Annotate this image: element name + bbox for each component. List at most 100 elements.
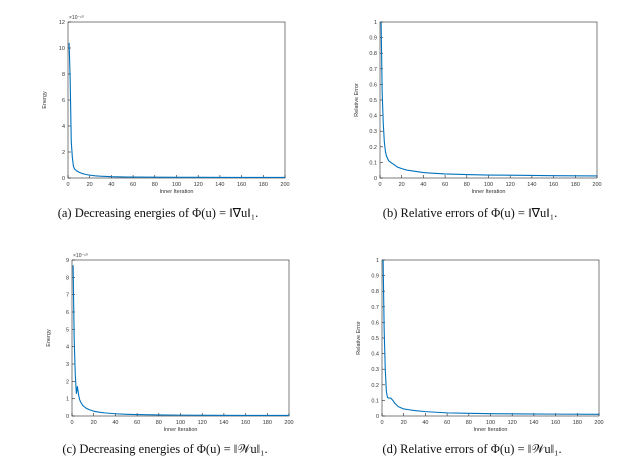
x-axis-label: Inner Iteration xyxy=(160,189,194,195)
x-tick-label: 140 xyxy=(529,420,538,426)
x-axis-label: Inner Iteration xyxy=(472,189,506,195)
y-tick-label: 5 xyxy=(66,327,69,333)
plot-frame xyxy=(71,259,290,417)
x-tick-label: 80 xyxy=(464,182,470,188)
y-axis-label: Energy xyxy=(42,91,48,109)
y-tick-label: 0.9 xyxy=(369,36,377,42)
x-tick-label: 200 xyxy=(280,182,289,188)
x-tick-label: 100 xyxy=(484,182,493,188)
x-tick-label: 100 xyxy=(486,420,495,426)
y-tick-label: 0.1 xyxy=(371,398,379,404)
x-tick-label: 200 xyxy=(592,182,601,188)
x-tick-label: 160 xyxy=(551,420,560,426)
y-tick-label: 1 xyxy=(66,397,69,403)
x-tick-label: 140 xyxy=(215,182,224,188)
x-tick-label: 160 xyxy=(237,182,246,188)
y-tick-label: 0 xyxy=(374,176,377,182)
y-tick-label: 0.8 xyxy=(369,51,377,57)
y-exponent-label: ×10⁻¹⁰ xyxy=(73,253,88,259)
y-tick-label: 0 xyxy=(376,414,379,420)
y-tick-label: 0.7 xyxy=(371,305,379,311)
y-tick-label: 1 xyxy=(376,258,379,264)
y-tick-label: 8 xyxy=(66,275,69,281)
x-tick-label: 180 xyxy=(573,420,582,426)
x-tick-label: 20 xyxy=(91,420,97,426)
y-axis-label: Energy xyxy=(46,329,52,347)
x-tick-label: 60 xyxy=(444,420,450,426)
x-tick-label: 0 xyxy=(380,420,383,426)
energy-chart-wavelet: 0 20 40 60 80 100 120 140 160 180 200 0 1 2 3 4 5 6 7 8 9 ×10… xyxy=(46,253,294,433)
x-tick-label: 40 xyxy=(108,182,114,188)
y-tick-label: 8 xyxy=(62,72,65,78)
caption-b: (b) Relative errors of Φ(u) = ‖∇u‖₁. xyxy=(382,206,558,220)
x-tick-label: 120 xyxy=(198,420,207,426)
y-tick-label: 6 xyxy=(62,98,65,104)
caption-d: (d) Relative errors of Φ(u) = ‖𝒲u‖₁. xyxy=(382,442,562,456)
y-tick-label: 2 xyxy=(62,150,65,156)
chart-panel-a: 0 20 40 60 80 100 120 140 160 180 200 0 2 4 6 8 10 12 ×10⁻… xyxy=(18,8,293,205)
y-tick-label: 0.3 xyxy=(371,367,379,373)
x-tick-label: 200 xyxy=(284,420,293,426)
caption-c: (c) Decreasing energies of Φ(u) = ‖𝒲u‖₁. xyxy=(62,442,268,456)
x-tick-label: 160 xyxy=(241,420,250,426)
x-tick-label: 40 xyxy=(420,182,426,188)
x-tick-label: 100 xyxy=(172,182,181,188)
y-tick-label: 0.5 xyxy=(369,98,377,104)
y-tick-label: 0.9 xyxy=(371,274,379,280)
series-line xyxy=(72,265,290,417)
x-tick-label: 60 xyxy=(130,182,136,188)
y-tick-label: 10 xyxy=(59,46,65,52)
x-tick-label: 0 xyxy=(66,182,69,188)
series-line xyxy=(380,21,598,177)
y-tick-label: 0 xyxy=(66,414,69,420)
relative-error-chart-wavelet: 0 20 40 60 80 100 120 140 160 180 200 0 0.1 0.2 0.3 0.4… xyxy=(356,258,604,433)
x-axis-label: Inner Iteration xyxy=(474,427,508,433)
x-tick-label: 160 xyxy=(549,182,558,188)
y-tick-label: 0.5 xyxy=(371,336,379,342)
y-tick-label: 6 xyxy=(66,310,69,316)
y-tick-label: 7 xyxy=(66,293,69,299)
y-tick-label: 0.2 xyxy=(371,383,379,389)
y-tick-label: 0.2 xyxy=(369,145,377,151)
x-tick-label: 60 xyxy=(442,182,448,188)
x-tick-label: 0 xyxy=(378,182,381,188)
x-tick-label: 0 xyxy=(70,420,73,426)
x-tick-label: 40 xyxy=(112,420,118,426)
y-tick-label: 0.8 xyxy=(371,289,379,295)
chart-panel-b: 0 20 40 60 80 100 120 140 160 180 200 0 0.1 0.2 0.3 0.4… xyxy=(330,8,605,205)
y-tick-label: 0.6 xyxy=(371,320,379,326)
x-tick-label: 140 xyxy=(527,182,536,188)
y-tick-label: 0.6 xyxy=(369,82,377,88)
x-tick-label: 180 xyxy=(263,420,272,426)
x-tick-label: 180 xyxy=(259,182,268,188)
y-tick-label: 2 xyxy=(66,379,69,385)
y-tick-label: 1 xyxy=(374,20,377,26)
x-tick-label: 80 xyxy=(152,182,158,188)
y-tick-label: 3 xyxy=(66,362,69,368)
x-tick-label: 20 xyxy=(401,420,407,426)
x-tick-label: 200 xyxy=(594,420,603,426)
x-tick-label: 20 xyxy=(87,182,93,188)
y-tick-label: 0.7 xyxy=(369,67,377,73)
y-axis-label: Relative Error xyxy=(356,321,362,355)
chart-panel-c: 0 20 40 60 80 100 120 140 160 180 200 0 1 2 3 4 5 6 7 8 9 ×10… xyxy=(22,246,297,443)
x-tick-label: 120 xyxy=(508,420,517,426)
x-axis-label: Inner Iteration xyxy=(164,427,198,433)
x-tick-label: 80 xyxy=(156,420,162,426)
y-tick-label: 0.3 xyxy=(369,129,377,135)
x-tick-label: 80 xyxy=(466,420,472,426)
y-tick-label: 0.1 xyxy=(369,160,377,166)
y-tick-label: 12 xyxy=(59,20,65,26)
y-tick-label: 9 xyxy=(66,258,69,264)
x-tick-label: 180 xyxy=(571,182,580,188)
x-tick-label: 140 xyxy=(219,420,228,426)
energy-chart-grad: 0 20 40 60 80 100 120 140 160 180 200 0 2 4 6 8 10 12 ×10⁻… xyxy=(42,15,290,195)
plot-frame xyxy=(381,259,600,417)
y-tick-label: 4 xyxy=(66,345,69,351)
x-tick-label: 40 xyxy=(422,420,428,426)
y-tick-label: 4 xyxy=(62,124,65,130)
x-tick-label: 120 xyxy=(506,182,515,188)
x-tick-label: 100 xyxy=(176,420,185,426)
plot-frame xyxy=(379,21,598,179)
x-tick-label: 60 xyxy=(134,420,140,426)
